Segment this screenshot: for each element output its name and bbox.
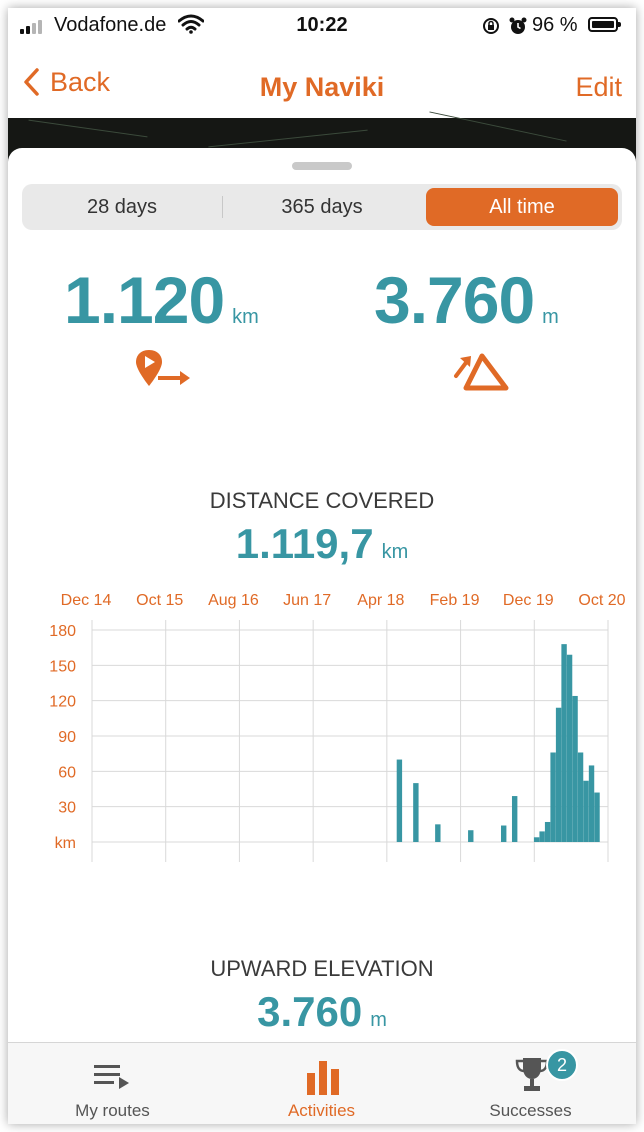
y-tick-label: 90 [58,729,76,746]
tab-my-routes[interactable]: My routes [8,1043,217,1124]
distance-section-total: 1.119,7 km [8,520,636,568]
page-title: My Naviki [259,72,385,102]
segment-divider [222,196,223,218]
chart-bar [588,765,595,842]
y-tick-label: 120 [49,694,76,711]
chart-bar [539,831,545,842]
chart-bar [561,644,567,842]
chart-bar [544,821,551,842]
x-tick-label: Jun 17 [283,592,331,609]
chart-bar [594,792,600,842]
tab-my-routes-label: My routes [75,1101,150,1120]
tab-365-days[interactable]: 365 days [281,196,363,218]
total-distance: 1.120 km [64,262,259,338]
navigation-bar: Back My Naviki Edit [8,48,636,118]
x-tick-label: Dec 14 [61,592,112,609]
chart-bar [468,830,474,842]
battery-icon [588,17,621,32]
chart-bar [396,759,403,842]
elevation-section-value: 3.760 [257,988,363,1035]
sheet-grabber[interactable] [292,162,352,170]
chart-bar [550,752,556,842]
chart-bar [566,654,573,842]
tab-successes[interactable]: 2 Successes [426,1043,635,1124]
total-distance-unit: km [232,306,259,328]
distance-section-value: 1.119,7 [235,520,374,567]
chevron-left-icon [24,68,39,96]
route-distance-icon [136,350,190,386]
elevation-section-title: UPWARD ELEVATION [210,956,434,981]
chart-bar [555,707,562,842]
x-tick-label: Apr 18 [357,592,404,609]
list-icon [94,1065,129,1089]
bar-chart-icon [307,1061,339,1095]
chart-bar [413,783,419,842]
x-tick-label: Oct 20 [578,592,625,609]
elevation-gain-icon [454,353,509,391]
elevation-section-total: 3.760 m [8,988,636,1036]
y-tick-label: 30 [58,800,76,817]
cellular-signal-icon [20,20,46,34]
statistics-sheet: 28 days 365 days All time 1.120 km 3.760 m… [8,148,636,1048]
successes-badge: 2 [546,1049,578,1081]
total-elevation-unit: m [542,306,559,328]
x-tick-label: Dec 19 [503,592,554,609]
distance-bar-chart[interactable]: Dec 14 Oct 15 Aug 16 Jun 17 Apr 18 Feb 19 Dec … [8,578,636,888]
chart-bar [435,824,441,842]
wifi-icon [178,14,204,34]
edit-button[interactable]: Edit [575,72,622,102]
battery-percentage: 96 % [532,14,578,36]
y-tick-label: 60 [58,764,76,781]
status-bar: Vodafone.de 10:22 96 % [8,8,636,46]
tab-all-time[interactable]: All time [426,188,618,226]
y-axis-unit: km [55,835,76,852]
tab-successes-label: Successes [489,1101,572,1120]
y-tick-label: 150 [49,658,76,675]
tab-bar: My routes Activities 2 Successes [8,1042,636,1124]
trophy-icon [515,1058,549,1091]
alarm-icon [509,17,527,34]
period-selector: 28 days 365 days All time [22,184,622,230]
rotation-lock-icon [483,18,499,34]
back-button[interactable]: Back [22,62,110,102]
chart-bar [572,695,578,842]
total-elevation: 3.760 m [374,262,559,338]
total-elevation-value: 3.760 [374,263,535,337]
chart-bar [501,825,507,842]
back-label: Back [50,66,111,97]
x-tick-label: Oct 15 [136,592,183,609]
elevation-section-unit: m [370,1009,387,1031]
x-tick-label: Feb 19 [430,592,480,609]
chart-bar [533,837,540,842]
total-distance-value: 1.120 [64,263,225,337]
distance-section-title: DISTANCE COVERED [209,488,435,513]
tab-28-days[interactable]: 28 days [86,196,158,218]
phone-screen: Vodafone.de 10:22 96 % Back [8,8,636,1124]
x-tick-label: Aug 16 [208,592,259,609]
tab-activities[interactable]: Activities [217,1043,426,1124]
carrier-name: Vodafone.de [54,14,167,36]
tab-activities-label: Activities [287,1101,356,1120]
chart-bar [577,752,584,842]
chart-bar [583,780,589,842]
distance-section-unit: km [381,541,409,563]
chart-bar [511,796,518,842]
y-tick-label: 180 [49,623,76,640]
status-time: 10:22 [296,14,348,36]
